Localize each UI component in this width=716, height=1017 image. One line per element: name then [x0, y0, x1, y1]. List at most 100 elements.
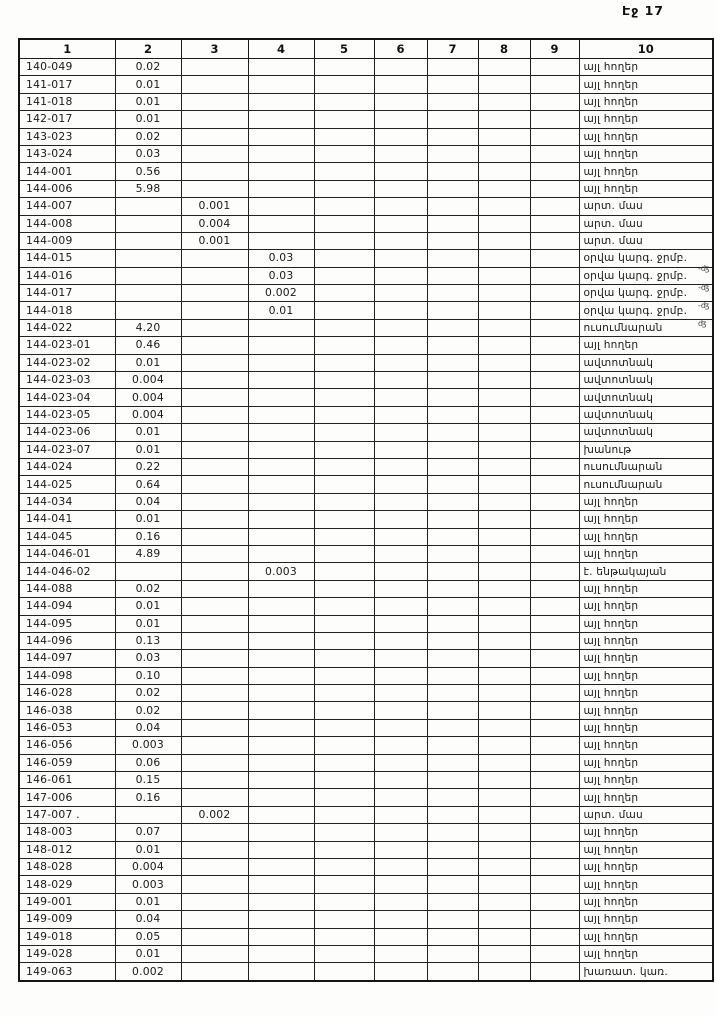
cell-r43-c1: 147-006: [18, 788, 116, 807]
cell-r38-c10: այլ հողեր: [578, 701, 714, 720]
cell-r52-c7: [426, 944, 479, 964]
table-row: 144-096 0.13 այլ հողեր: [18, 631, 714, 651]
cell-r16-c6: [373, 318, 428, 338]
cell-r28-c1: 144-045: [18, 527, 116, 546]
cell-r19-c3: [180, 371, 249, 390]
cell-r18-c5: [313, 353, 375, 373]
cell-r41-c4: [247, 753, 315, 773]
cell-r14-c7: [426, 284, 479, 303]
cell-r6-c1: 143-024: [18, 144, 116, 164]
cell-r34-c10: այլ հողեր: [578, 631, 714, 651]
cell-r22-c3: [180, 423, 249, 442]
cell-r9-c7: [426, 197, 479, 216]
cell-r32-c1: 144-094: [18, 597, 116, 616]
cell-r47-c2: 0.004: [114, 857, 182, 877]
cell-r48-c5: [313, 875, 375, 894]
cell-r14-c6: [373, 284, 428, 303]
cell-r34-c4: [247, 631, 315, 651]
cell-r23-c2: 0.01: [114, 440, 182, 459]
table-row: 144-045 0.16 այլ հողեր: [18, 527, 714, 546]
cell-r45-c10: այլ հողեր: [578, 823, 714, 842]
cell-r4-c8: [477, 110, 531, 129]
cell-r14-c4: 0.002: [247, 284, 315, 303]
cell-r8-c2: 5.98: [114, 179, 182, 199]
cell-r49-c6: [373, 892, 428, 912]
cell-r38-c5: [313, 701, 375, 720]
cell-r26-c10: այլ հողեր: [578, 492, 714, 512]
cell-r23-c4: [247, 440, 315, 459]
cell-r32-c10: այլ հողեր: [578, 597, 714, 616]
cell-r15-c7: [426, 301, 479, 320]
cell-r7-c1: 144-001: [18, 162, 116, 181]
table-row: 144-015 0.03 օրվա կարգ. ջրմբ.: [18, 249, 714, 268]
cell-r24-c4: [247, 457, 315, 477]
column-header-9: 9: [529, 38, 580, 59]
cell-r12-c9: [529, 249, 580, 268]
cell-r31-c6: [373, 579, 428, 599]
cell-r24-c2: 0.22: [114, 457, 182, 477]
cadastre-table: 1 2 3 4 5 6 7 8 9 10 140-049 0.02 այլ հողեր 141-017 0…: [18, 38, 714, 982]
cell-r30-c5: [313, 562, 375, 581]
cell-r24-c3: [180, 457, 249, 477]
cell-r5-c2: 0.02: [114, 127, 182, 146]
cell-r17-c7: [426, 336, 479, 355]
cell-r47-c6: [373, 857, 428, 877]
cell-r24-c8: [477, 457, 531, 477]
cell-r20-c10: ավտոտնակ: [578, 388, 714, 407]
cell-r44-c3: 0.002: [180, 805, 249, 825]
cell-r16-c2: 4.20: [114, 318, 182, 338]
table-row: 144-095 0.01 այլ հողեր: [18, 614, 714, 633]
handwritten-margin-annotation: -ʤ: [698, 264, 710, 274]
cell-r3-c4: [247, 92, 315, 112]
cell-r51-c3: [180, 927, 249, 946]
cell-r14-c1: 144-017: [18, 284, 116, 303]
cell-r37-c6: [373, 684, 428, 703]
cell-r21-c2: 0.004: [114, 405, 182, 425]
cell-r3-c8: [477, 92, 531, 112]
cell-r43-c8: [477, 788, 531, 807]
cell-r45-c7: [426, 823, 479, 842]
cell-r21-c9: [529, 405, 580, 425]
cell-r23-c3: [180, 440, 249, 459]
page-number-label: Էջ 17: [621, 3, 664, 18]
cell-r5-c8: [477, 127, 531, 146]
cell-r48-c7: [426, 875, 479, 894]
cell-r31-c7: [426, 579, 479, 599]
cell-r33-c6: [373, 614, 428, 633]
cell-r51-c7: [426, 927, 479, 946]
cell-r53-c6: [373, 962, 428, 982]
column-header-1: 1: [18, 38, 116, 59]
cell-r10-c6: [373, 214, 428, 233]
cell-r8-c3: [180, 179, 249, 199]
cell-r22-c6: [373, 423, 428, 442]
table-row: 148-029 0.003 այլ հողեր: [18, 875, 714, 894]
column-header-6: 6: [373, 38, 428, 59]
cell-r9-c6: [373, 197, 428, 216]
cell-r2-c9: [529, 75, 580, 94]
cell-r24-c9: [529, 457, 580, 477]
cell-r1-c7: [426, 57, 479, 77]
cell-r50-c8: [477, 910, 531, 929]
table-row: 144-024 0.22 ուսումնարան: [18, 457, 714, 477]
table-row: 144-046-01 4.89 այլ հողեր: [18, 544, 714, 564]
cell-r27-c4: [247, 510, 315, 529]
cell-r41-c7: [426, 753, 479, 773]
table-row: 144-018 0.01 օրվա կարգ. ջրմբ.: [18, 301, 714, 320]
cell-r13-c1: 144-016: [18, 266, 116, 286]
cell-r23-c8: [477, 440, 531, 459]
cell-r24-c6: [373, 457, 428, 477]
cell-r13-c6: [373, 266, 428, 286]
cell-r26-c3: [180, 492, 249, 512]
cell-r32-c8: [477, 597, 531, 616]
table-row: 149-018 0.05 այլ հողեր: [18, 927, 714, 946]
cell-r4-c7: [426, 110, 479, 129]
cell-r42-c4: [247, 771, 315, 790]
cell-r35-c1: 144-097: [18, 649, 116, 668]
cell-r33-c9: [529, 614, 580, 633]
cell-r39-c4: [247, 718, 315, 738]
cell-r10-c4: [247, 214, 315, 233]
cell-r25-c7: [426, 475, 479, 494]
cell-r46-c3: [180, 840, 249, 859]
cell-r40-c9: [529, 736, 580, 755]
table-row: 144-007 0.001 արտ. մաս: [18, 197, 714, 216]
